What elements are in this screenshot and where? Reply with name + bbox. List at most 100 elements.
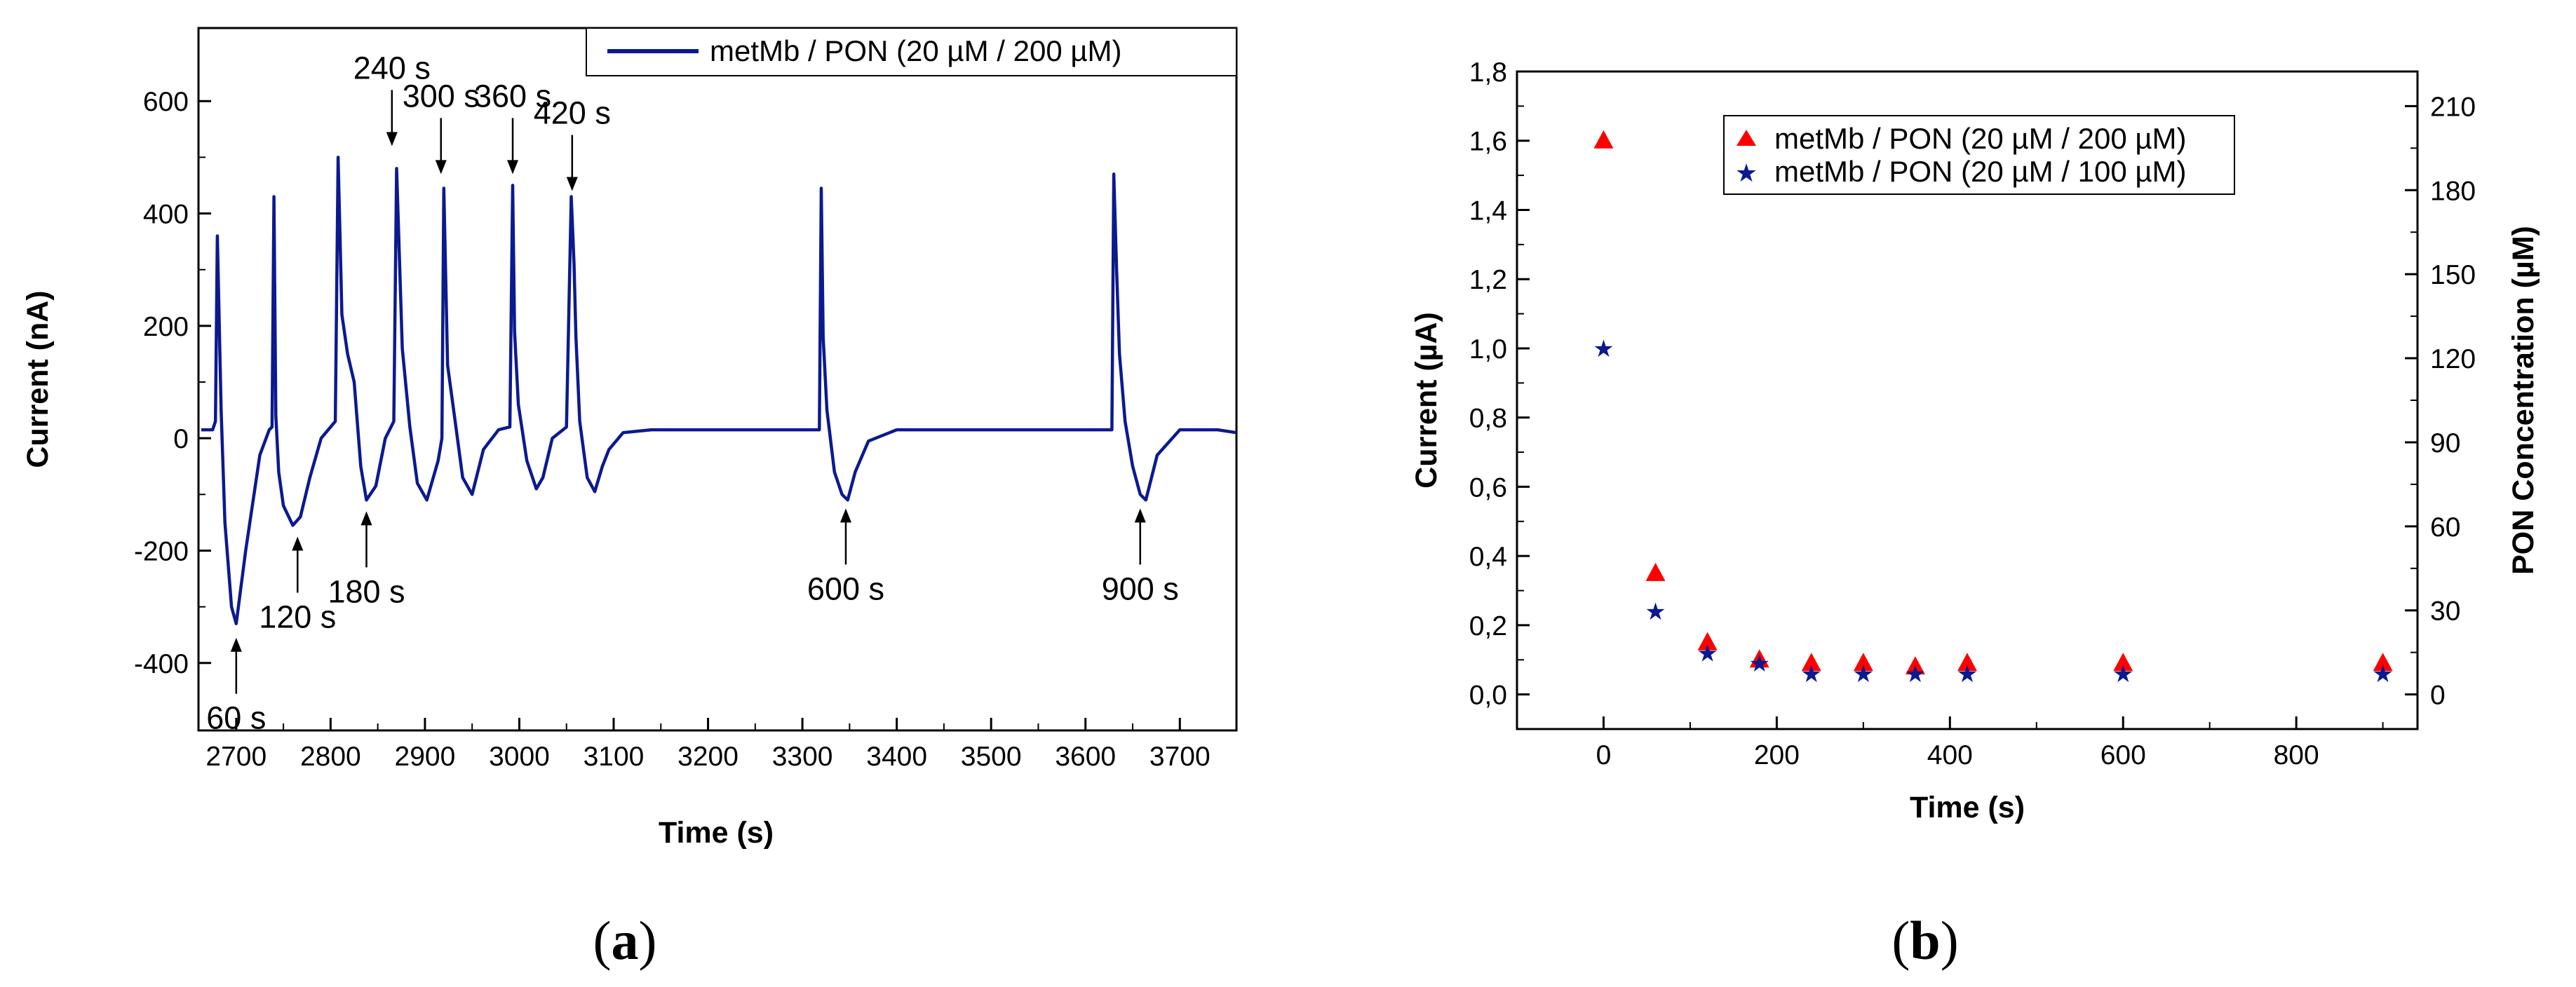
panel-a-legend: metMb / PON (20 µM / 200 µM) <box>586 27 1237 76</box>
panel-b-y-tick-label: 0,4 <box>1469 542 1507 572</box>
panel-b-point-200uM <box>2373 653 2393 672</box>
panel-b-point-100uM: ★ <box>1748 650 1769 678</box>
panel-a-y-ticks: -400 -200 0 200 400 600 <box>134 87 211 679</box>
panel-a-annotation-label: 120 s <box>259 599 336 634</box>
panel-b-x-tick-label: 200 <box>1754 740 1800 770</box>
panel-b-y-tick-label: 1,0 <box>1469 334 1507 365</box>
panel-b-label-open: ( <box>1891 910 1910 971</box>
panel-b-point-200uM <box>1593 130 1614 149</box>
panel-a-y-tick-label: 600 <box>143 87 189 117</box>
panel-b-y-tick-label: 0,0 <box>1469 681 1507 711</box>
panel-a-annotation-arrow-head <box>1134 508 1146 523</box>
panel-b-point-100uM: ★ <box>1905 660 1926 688</box>
panel-b-y-tick-label: 0,2 <box>1469 611 1507 641</box>
panel-b-legend: metMb / PON (20 µM / 200 µM) ★ metMb / P… <box>1723 115 2235 195</box>
panel-a-annotation-label: 240 s <box>353 50 431 86</box>
panel-b-right-y-tick-label: 90 <box>2430 428 2460 458</box>
panel-a-legend-label: metMb / PON (20 µM / 200 µM) <box>710 34 1122 67</box>
panel-b-point-200uM <box>1697 632 1718 651</box>
panel-b-x-tick-label: 400 <box>1927 740 1973 770</box>
panel-b-y-tick-label: 1,2 <box>1469 265 1507 295</box>
panel-a-y-tick-label: 0 <box>173 424 189 454</box>
panel-a-x-tick-label: 3200 <box>677 742 739 772</box>
panel-a-label: (a) <box>593 910 657 971</box>
panel-b-point-200uM <box>1957 653 1977 672</box>
panel-b-right-y-tick-label: 120 <box>2430 344 2476 374</box>
panel-b-x-tick-label: 600 <box>2100 740 2146 770</box>
panel-b-y-axis-title: Current (µA) <box>1410 312 1443 489</box>
panel-a-x-tick-label: 3600 <box>1055 742 1116 772</box>
panel-a-chart: -400 -200 0 200 400 600 2700 2800 2900 3000 3100 3… <box>21 27 1238 850</box>
panel-a-x-tick-label: 3000 <box>489 742 550 772</box>
panel-b-x-axis-title: Time (s) <box>1910 791 2025 824</box>
panel-b-point-200uM <box>1801 653 1821 672</box>
panel-b-point-200uM <box>2113 653 2133 672</box>
panel-b-point-100uM: ★ <box>1801 660 1822 688</box>
panel-b-y-tick-label: 0,8 <box>1469 404 1507 434</box>
panel-a-x-tick-label: 3700 <box>1149 742 1211 772</box>
panel-b-y-tick-label: 1,4 <box>1469 196 1507 226</box>
panel-b-point-100uM: ★ <box>1645 598 1666 626</box>
panel-a-annotation-arrow-head <box>230 637 242 652</box>
panel-b-point-200uM <box>1905 656 1925 675</box>
panel-b-point-200uM <box>1645 562 1666 581</box>
panel-a-x-tick-label: 3400 <box>866 742 927 772</box>
panel-b-point-100uM: ★ <box>2372 660 2393 688</box>
panel-a-x-tick-label: 2900 <box>395 742 456 772</box>
panel-b-legend-label-200: metMb / PON (20 µM / 200 µM) <box>1774 122 2187 155</box>
panel-b-data-points: ★ ★ ★ ★ ★ ★ ★ ★ ★ ★ <box>1593 130 2394 688</box>
panel-b-legend-box <box>1723 115 2235 195</box>
panel-a-annotation-arrow-head <box>435 160 447 175</box>
panel-a-annotation-arrow-head <box>566 177 578 191</box>
panel-a-y-tick-label: 400 <box>143 200 189 230</box>
panel-b-label-letter: b <box>1910 910 1940 971</box>
panel-b-right-y-tick-label: 0 <box>2430 681 2446 711</box>
panel-b-point-200uM <box>1749 649 1769 668</box>
panel-b-legend-label-100: metMb / PON (20 µM / 100 µM) <box>1774 155 2187 188</box>
panel-b-point-100uM: ★ <box>2112 660 2133 688</box>
panel-a-label-open: ( <box>593 910 612 971</box>
panel-a-annotation-arrow-head <box>839 508 851 523</box>
panel-b-right-y-tick-label: 60 <box>2430 512 2460 543</box>
panel-b-point-100uM: ★ <box>1957 660 1978 688</box>
panel-b-label: (b) <box>1891 910 1958 971</box>
panel-a-y-tick-label: 200 <box>143 312 189 342</box>
panel-a-annotation-label: 300 s <box>403 78 480 114</box>
panel-a-y-axis-title: Current (nA) <box>21 290 55 468</box>
panel-a-x-tick-label: 3100 <box>584 742 645 772</box>
panel-b-legend-star-icon: ★ <box>1735 159 1758 188</box>
panel-a-x-tick-label: 3500 <box>961 742 1022 772</box>
panel-b-legend-triangle-icon <box>1737 130 1756 146</box>
panel-b-right-y-tick-label: 30 <box>2430 597 2460 627</box>
panel-b-x-ticks: 0 200 400 600 800 <box>1516 716 2384 770</box>
panel-b-point-100uM: ★ <box>1697 639 1718 667</box>
panel-a-y-tick-label: -200 <box>134 536 189 566</box>
panel-b-point-200uM <box>1853 653 1873 672</box>
panel-a-annotation-arrow-head <box>292 536 304 551</box>
panel-b-y-tick-label: 1,8 <box>1469 57 1507 88</box>
panel-b-point-100uM: ★ <box>1593 335 1614 363</box>
panel-b-right-y-tick-label: 180 <box>2430 176 2476 206</box>
panel-b-point-100uM: ★ <box>1853 660 1874 688</box>
panel-a-x-tick-label: 2800 <box>300 742 361 772</box>
panel-a-annotation-label: 360 s <box>474 78 551 114</box>
panel-b-y-tick-label: 1,6 <box>1469 127 1507 157</box>
panel-b-label-close: ) <box>1941 910 1959 971</box>
panel-a-annotation-arrow-head <box>360 511 372 526</box>
panel-a-annotation-arrow-head <box>386 132 398 147</box>
panel-a-y-tick-label: -400 <box>134 649 189 679</box>
panel-b-right-y-ticks: 0 30 60 90 120 150 180 210 <box>2405 92 2476 711</box>
panel-a-annotation-arrow-head <box>507 160 519 175</box>
panel-a-label-letter: a <box>612 910 639 971</box>
panel-b-right-y-tick-label: 210 <box>2430 92 2476 122</box>
panel-a-annotation-label: 180 s <box>328 573 405 609</box>
panel-a-current-trace <box>201 156 1237 625</box>
panel-a-x-tick-label: 3300 <box>772 742 833 772</box>
panel-a-annotation-label: 900 s <box>1102 571 1179 606</box>
panel-b-right-y-axis-title: PON Concentration (µM) <box>2507 226 2540 575</box>
panel-a-annotation-label: 600 s <box>807 571 884 606</box>
panel-b-x-tick-label: 800 <box>2274 740 2319 770</box>
panel-b-x-tick-label: 0 <box>1596 740 1612 770</box>
